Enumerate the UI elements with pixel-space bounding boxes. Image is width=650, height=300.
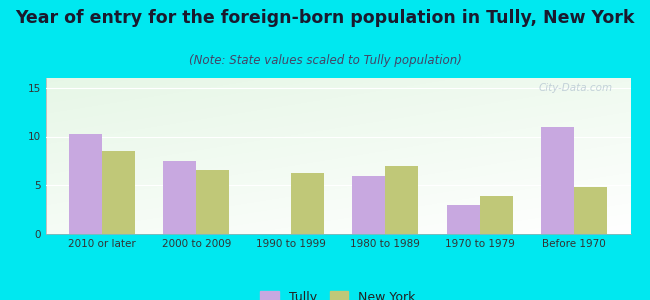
- Text: (Note: State values scaled to Tully population): (Note: State values scaled to Tully popu…: [188, 54, 462, 67]
- Bar: [541, 127, 574, 234]
- Bar: [385, 166, 418, 234]
- Bar: [69, 134, 102, 234]
- Bar: [163, 161, 196, 234]
- Bar: [352, 176, 385, 234]
- Bar: [447, 205, 480, 234]
- Bar: [196, 170, 229, 234]
- Bar: [480, 196, 513, 234]
- Bar: [102, 151, 135, 234]
- Legend: Tully, New York: Tully, New York: [255, 286, 421, 300]
- Bar: [574, 187, 607, 234]
- Text: Year of entry for the foreign-born population in Tully, New York: Year of entry for the foreign-born popul…: [16, 9, 634, 27]
- Bar: [291, 172, 324, 234]
- Text: City-Data.com: City-Data.com: [539, 83, 613, 93]
